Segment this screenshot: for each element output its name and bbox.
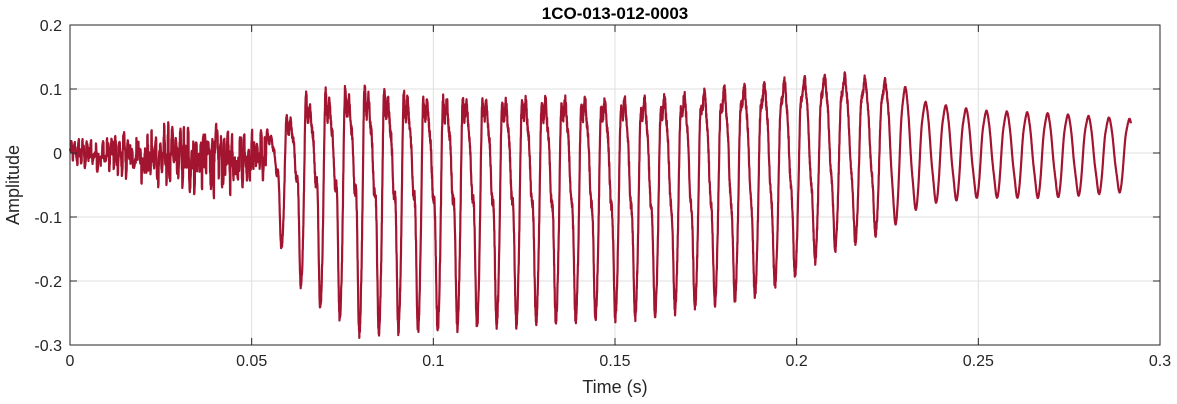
x-tick-label: 0 bbox=[66, 353, 75, 370]
tick-marks bbox=[69, 24, 1161, 346]
y-tick-labels: -0.3 -0.2 -0.1 0 0.1 0.2 bbox=[34, 18, 62, 355]
chart-title: 1CO-013-012-0003 bbox=[542, 4, 688, 23]
series-line-amplitude bbox=[68, 71, 1133, 339]
x-tick-label: 0.15 bbox=[599, 353, 630, 370]
y-tick-label: 0.1 bbox=[40, 82, 62, 99]
y-tick-label: -0.2 bbox=[34, 274, 62, 291]
y-tick-label: -0.1 bbox=[34, 210, 62, 227]
x-tick-label: 0.1 bbox=[422, 353, 444, 370]
x-tick-label: 0.05 bbox=[236, 353, 267, 370]
y-tick-label: -0.3 bbox=[34, 338, 62, 355]
x-tick-label: 0.2 bbox=[786, 353, 808, 370]
y-axis-label: Amplitude bbox=[3, 145, 23, 225]
x-tick-labels: 0 0.05 0.1 0.15 0.2 0.25 0.3 bbox=[66, 353, 1172, 370]
x-tick-label: 0.3 bbox=[1149, 353, 1171, 370]
x-axis-label: Time (s) bbox=[582, 377, 647, 397]
y-tick-label: 0 bbox=[53, 146, 62, 163]
x-tick-label: 0.25 bbox=[963, 353, 994, 370]
y-tick-label: 0.2 bbox=[40, 18, 62, 35]
